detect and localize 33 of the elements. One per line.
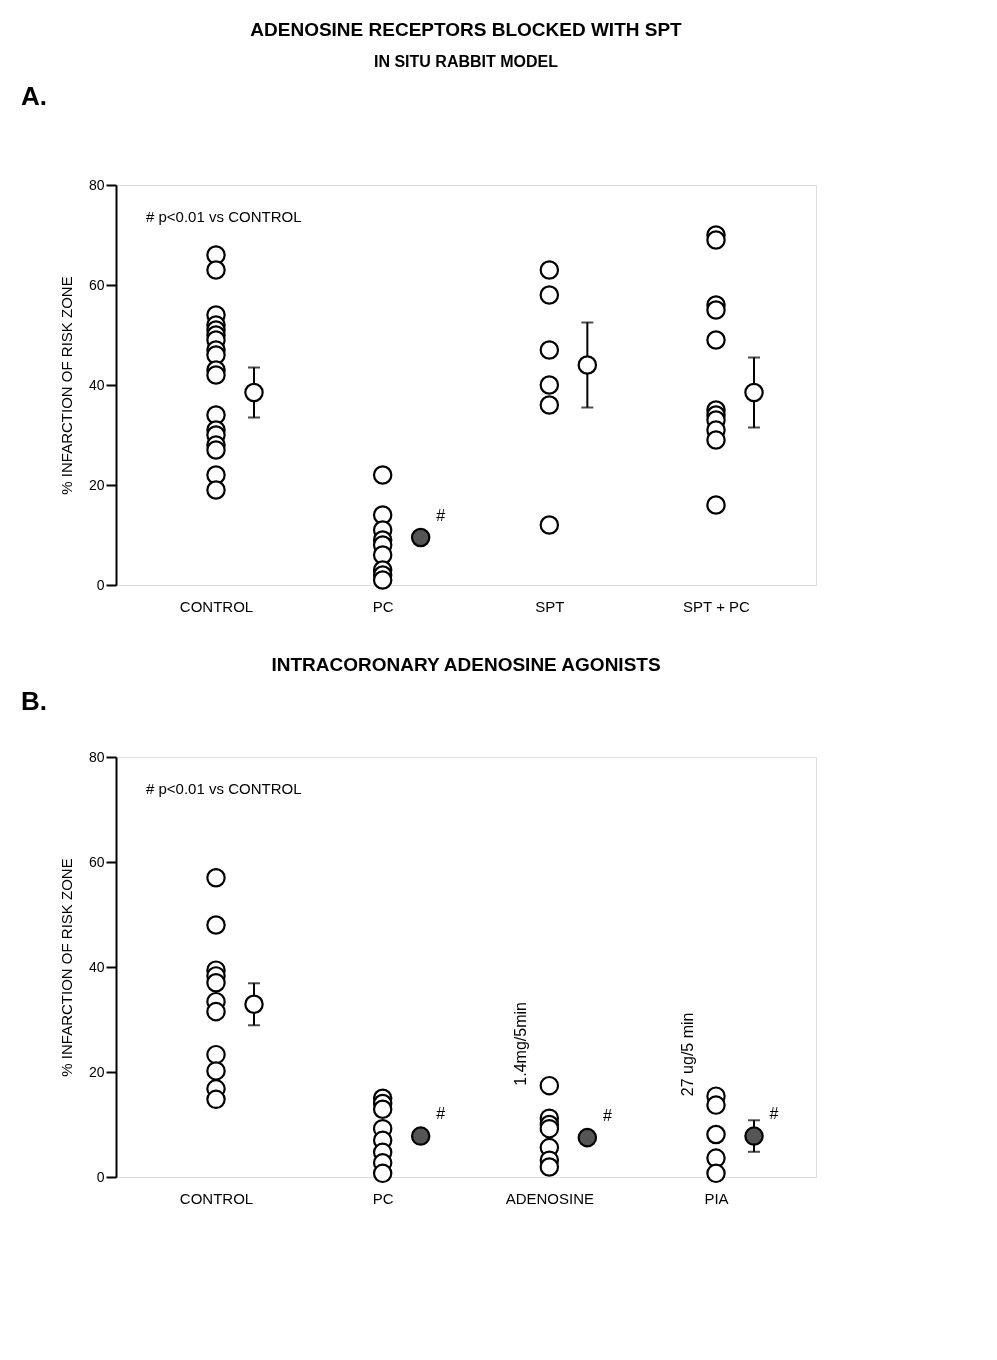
annotation: 27 ug/5 min (679, 1012, 696, 1097)
y-tick-label: 20 (88, 1063, 105, 1080)
annotation: # (602, 1106, 612, 1124)
text: B. (21, 686, 47, 716)
annotation: # (436, 506, 446, 524)
annotation: # (769, 1105, 779, 1123)
annotation: # (436, 1105, 446, 1123)
x-tick-label: CONTROL (179, 1189, 254, 1207)
y-tick-label: 40 (88, 958, 105, 975)
x-tick-label: CONTROL (179, 597, 254, 615)
y-tick-label: 60 (88, 853, 105, 870)
y-tick-label: 0 (96, 1168, 105, 1185)
y-axis-title: % INFARCTION OF RISK ZONE (57, 858, 75, 1077)
x-tick-label: SPT (535, 597, 565, 615)
x-tick-label: PC (372, 597, 394, 615)
annotation: # p<0.01 vs CONTROL (146, 780, 302, 797)
chart-title: ADENOSINE RECEPTORS BLOCKED WITH SPT (250, 19, 683, 40)
y-tick-label: 40 (88, 376, 105, 393)
x-tick-label: PC (372, 1189, 394, 1207)
chart-subtitle: IN SITU RABBIT MODEL (374, 53, 559, 70)
chart-title: INTRACORONARY ADENOSINE AGONISTS (271, 654, 661, 675)
y-axis-title: % INFARCTION OF RISK ZONE (57, 276, 75, 495)
y-tick-label: 60 (88, 276, 105, 293)
y-tick-label: 20 (88, 476, 105, 493)
x-tick-label: PIA (704, 1189, 729, 1207)
y-tick-label: 80 (88, 748, 105, 765)
annotation: # p<0.01 vs CONTROL (146, 208, 302, 225)
x-tick-label: ADENOSINE (505, 1189, 595, 1207)
text: A. (21, 81, 47, 111)
x-tick-label: SPT + PC (683, 597, 751, 615)
annotation: 1.4mg/5min (512, 1002, 530, 1086)
y-tick-label: 0 (96, 576, 105, 593)
y-tick-label: 80 (88, 176, 105, 193)
